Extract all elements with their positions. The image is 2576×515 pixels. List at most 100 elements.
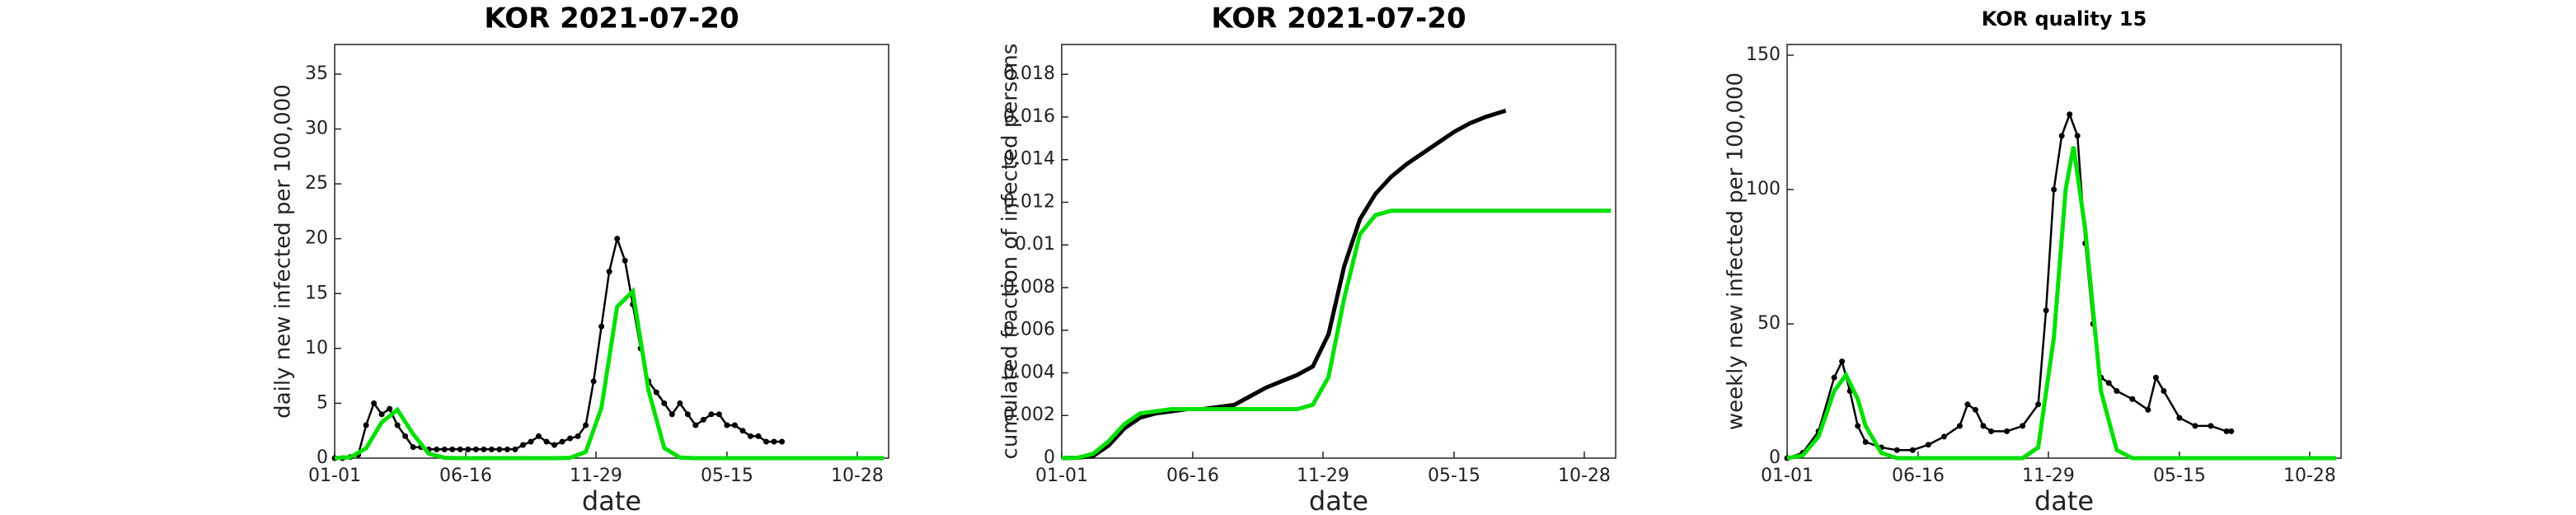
data-point [441, 446, 448, 452]
y-tick-label: 5 [317, 392, 328, 413]
data-point [583, 422, 589, 428]
data-point [700, 416, 706, 423]
x-tick-label: 01-01 [1761, 466, 1814, 486]
x-tick-label: 01-01 [308, 466, 361, 486]
y-tick-label: 0.018 [1003, 63, 1055, 84]
x-axis-label: date [1309, 485, 1368, 515]
data-point [378, 411, 385, 418]
y-tick-label: 0.012 [1003, 191, 1055, 212]
chart-title: KOR 2021-07-20 [1211, 2, 1466, 35]
axes-frame [1786, 44, 2342, 459]
data-point [371, 400, 378, 406]
y-tick-label: 0.006 [1003, 320, 1055, 340]
y-tick-label: 0.002 [1003, 405, 1055, 425]
data-point [1956, 423, 1963, 429]
y-tick-label: 150 [1746, 44, 1781, 65]
data-point [755, 433, 762, 439]
data-point [1980, 423, 1987, 429]
data-point [771, 438, 777, 445]
data-line [335, 235, 782, 460]
data-point [543, 438, 550, 445]
y-tick-label: 0.014 [1003, 149, 1055, 170]
axes-frame [334, 44, 889, 459]
x-tick-label: 05-15 [2153, 466, 2206, 486]
data-point [363, 422, 369, 428]
data-point [457, 446, 463, 452]
data-point [1925, 442, 1931, 448]
y-tick-label: 0.004 [1003, 362, 1055, 382]
x-tick-label: 10-28 [831, 466, 884, 486]
x-tick-label: 11-29 [570, 466, 622, 486]
y-axis-label: daily new infected per 100,000 [271, 84, 296, 419]
data-point [2067, 111, 2073, 118]
data-point [2129, 396, 2136, 402]
data-point [512, 446, 518, 452]
chart-title: KOR quality 15 [1982, 7, 2147, 30]
data-point [2004, 428, 2011, 434]
data-point [472, 446, 479, 452]
data-point [575, 433, 581, 439]
x-tick-label: 06-16 [439, 466, 492, 486]
data-point [2035, 401, 2042, 408]
data-point [465, 446, 472, 452]
data-line [1786, 111, 2231, 460]
x-tick-label: 05-15 [701, 466, 753, 486]
data-point [2020, 423, 2026, 429]
data-line [1061, 108, 1507, 461]
data-point [1855, 423, 1861, 429]
x-tick-label: 11-29 [1297, 466, 1349, 486]
data-point [496, 446, 503, 452]
x-tick-label: 01-01 [1035, 466, 1088, 486]
y-tick-label: 30 [305, 119, 328, 139]
x-tick-label: 10-28 [2283, 466, 2336, 486]
data-point [567, 435, 574, 442]
data-point [684, 411, 691, 418]
x-axis-label: date [2034, 485, 2094, 515]
data-point [692, 422, 699, 428]
data-point [763, 438, 770, 445]
data-point [2161, 388, 2167, 395]
data-point [653, 389, 659, 396]
data-point [590, 378, 597, 385]
data-point [622, 257, 628, 264]
data-point [1972, 406, 1978, 413]
y-tick-label: 20 [305, 228, 328, 249]
data-point [661, 400, 668, 406]
y-tick-label: 10 [305, 338, 328, 358]
x-tick-label: 05-15 [1428, 466, 1480, 486]
data-point [2114, 388, 2120, 395]
data-point [488, 446, 495, 452]
axes-frame [1061, 44, 1616, 459]
data-point [449, 446, 456, 452]
data-point [1964, 401, 1971, 408]
data-point [551, 442, 558, 448]
x-tick-label: 10-28 [1558, 466, 1611, 486]
y-tick-label: 0 [317, 447, 328, 468]
y-axis-label: weekly new infected per 100,000 [1724, 73, 1748, 430]
data-point [724, 422, 730, 428]
y-axis-label: cumulated fraction of infected persons [998, 44, 1023, 460]
data-point [2208, 423, 2214, 429]
y-tick-label: 0.01 [1015, 234, 1055, 255]
data-point [1909, 447, 1916, 453]
data-point [598, 323, 605, 330]
data-point [747, 433, 753, 439]
data-point [1893, 447, 1900, 453]
data-point [2058, 133, 2065, 139]
data-point [614, 236, 621, 242]
chart-title: KOR 2021-07-20 [484, 2, 739, 35]
y-tick-label: 15 [305, 283, 328, 303]
data-point [535, 433, 542, 439]
data-line [1786, 146, 2337, 461]
y-tick-label: 50 [1757, 313, 1781, 334]
y-tick-label: 0.008 [1003, 277, 1055, 297]
y-tick-label: 0 [1044, 447, 1055, 468]
data-point [2152, 374, 2159, 381]
data-point [504, 446, 510, 452]
data-point [387, 405, 393, 412]
data-point [1839, 358, 1846, 365]
data-point [2228, 428, 2235, 434]
data-point [394, 422, 401, 428]
x-tick-label: 11-29 [2022, 466, 2075, 486]
